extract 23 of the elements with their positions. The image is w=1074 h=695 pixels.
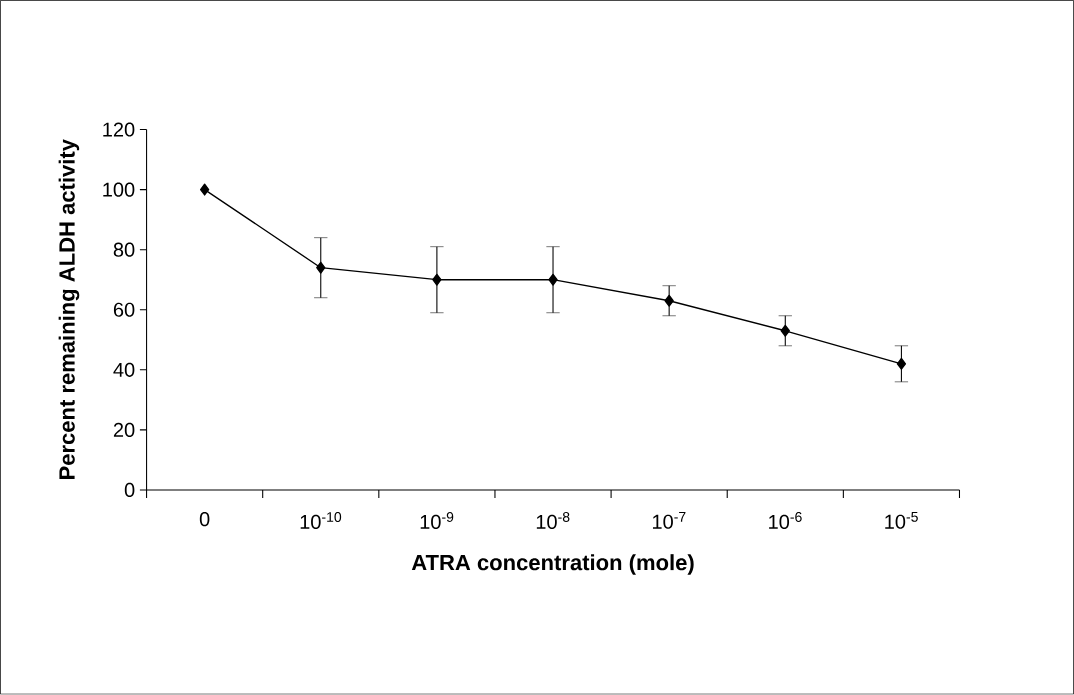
x-tick-label: 10$^{-5}$	[885, 512, 918, 530]
y-tick-label: 60	[113, 302, 135, 318]
y-axis-title: Percent remaining ALDH activity	[58, 139, 80, 480]
x-tick-label: 10$^{-6}$	[769, 512, 802, 530]
point	[548, 273, 558, 286]
y-tick-label: 100	[103, 182, 135, 197]
y-tick-label: 40	[113, 362, 135, 378]
y-tick-label: 120	[103, 122, 135, 137]
x-tick-label: 0	[199, 512, 210, 527]
point	[664, 294, 674, 307]
x-tick-label: 10$^{-9}$	[420, 512, 454, 530]
x-axis-title: ATRA concentration (mole)	[411, 554, 694, 575]
y-tick-label: 20	[113, 422, 135, 438]
point	[199, 183, 210, 196]
point	[432, 273, 442, 286]
point	[316, 261, 326, 274]
point	[896, 358, 907, 371]
x-tick-label: 10$^{-10}$	[300, 512, 342, 530]
y-tick-label: 80	[113, 242, 135, 257]
x-tick-label: 10$^{-7}$	[652, 512, 686, 530]
point	[780, 324, 790, 337]
y-tick-label: 0	[124, 483, 135, 498]
x-tick-label: 10$^{-8}$	[536, 512, 570, 530]
